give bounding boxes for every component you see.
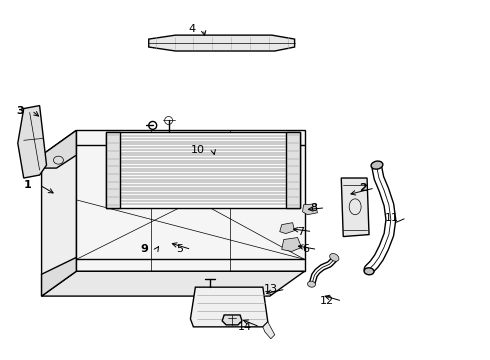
Text: 14: 14 [238,322,252,332]
Polygon shape [191,287,268,327]
Text: 10: 10 [191,145,205,155]
Text: 11: 11 [385,213,399,223]
Polygon shape [280,223,294,234]
Polygon shape [263,322,275,339]
Text: 3: 3 [16,105,24,116]
Polygon shape [106,132,299,208]
Ellipse shape [371,161,383,169]
Text: 6: 6 [302,244,310,255]
Polygon shape [42,257,76,296]
Text: 13: 13 [264,284,278,294]
Text: 9: 9 [141,244,149,255]
Text: 2: 2 [359,183,367,193]
Polygon shape [42,271,305,296]
Polygon shape [76,130,305,271]
Polygon shape [42,130,76,296]
Polygon shape [42,130,76,168]
Polygon shape [106,132,120,208]
Text: 8: 8 [310,203,318,213]
Polygon shape [282,238,301,251]
Polygon shape [222,315,242,325]
Polygon shape [18,105,47,178]
Polygon shape [302,204,318,215]
Polygon shape [341,178,369,237]
Text: 7: 7 [297,226,305,237]
Polygon shape [286,132,299,208]
Text: 12: 12 [320,296,334,306]
Text: 5: 5 [176,244,183,255]
Ellipse shape [330,253,339,261]
Polygon shape [149,35,294,51]
Ellipse shape [364,268,374,275]
Text: 4: 4 [188,24,196,34]
Ellipse shape [308,281,316,287]
Text: 1: 1 [24,180,32,190]
